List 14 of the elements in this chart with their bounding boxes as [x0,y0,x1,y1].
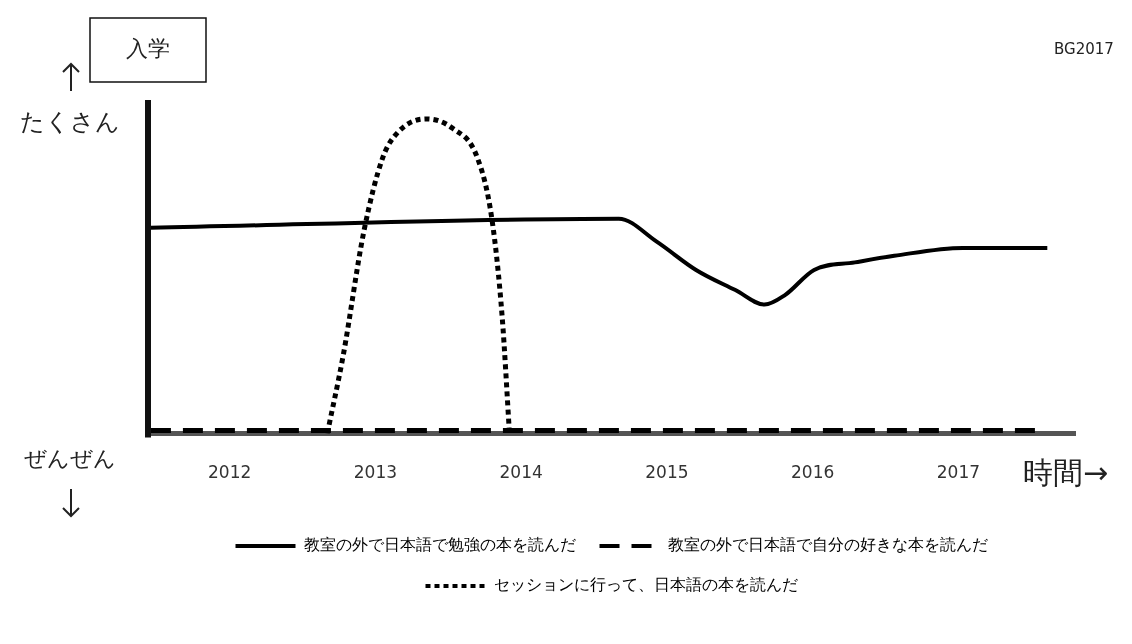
x-tick-label: 2015 [645,462,689,483]
text: ぜんぜん [24,445,116,471]
text: BG2017 [1054,39,1114,58]
legend-label: セッションに行って、日本語の本を読んだ [493,575,798,595]
x-tick-label: 2013 [353,462,398,483]
legend-label: 教室の外で日本語で自分の好きな本を読んだ [667,535,988,555]
x-tick-label: 2014 [499,462,543,483]
x-axis-title: 時間→ [1023,455,1109,491]
x-tick-label: 2016 [791,462,835,483]
x-tick-label: 2012 [207,462,252,483]
x-tick-label: 2017 [936,462,981,483]
text: 入学 [126,35,170,61]
legend-label: 教室の外で日本語で勉強の本を読んだ [303,535,576,555]
text: たくさん [20,108,120,137]
